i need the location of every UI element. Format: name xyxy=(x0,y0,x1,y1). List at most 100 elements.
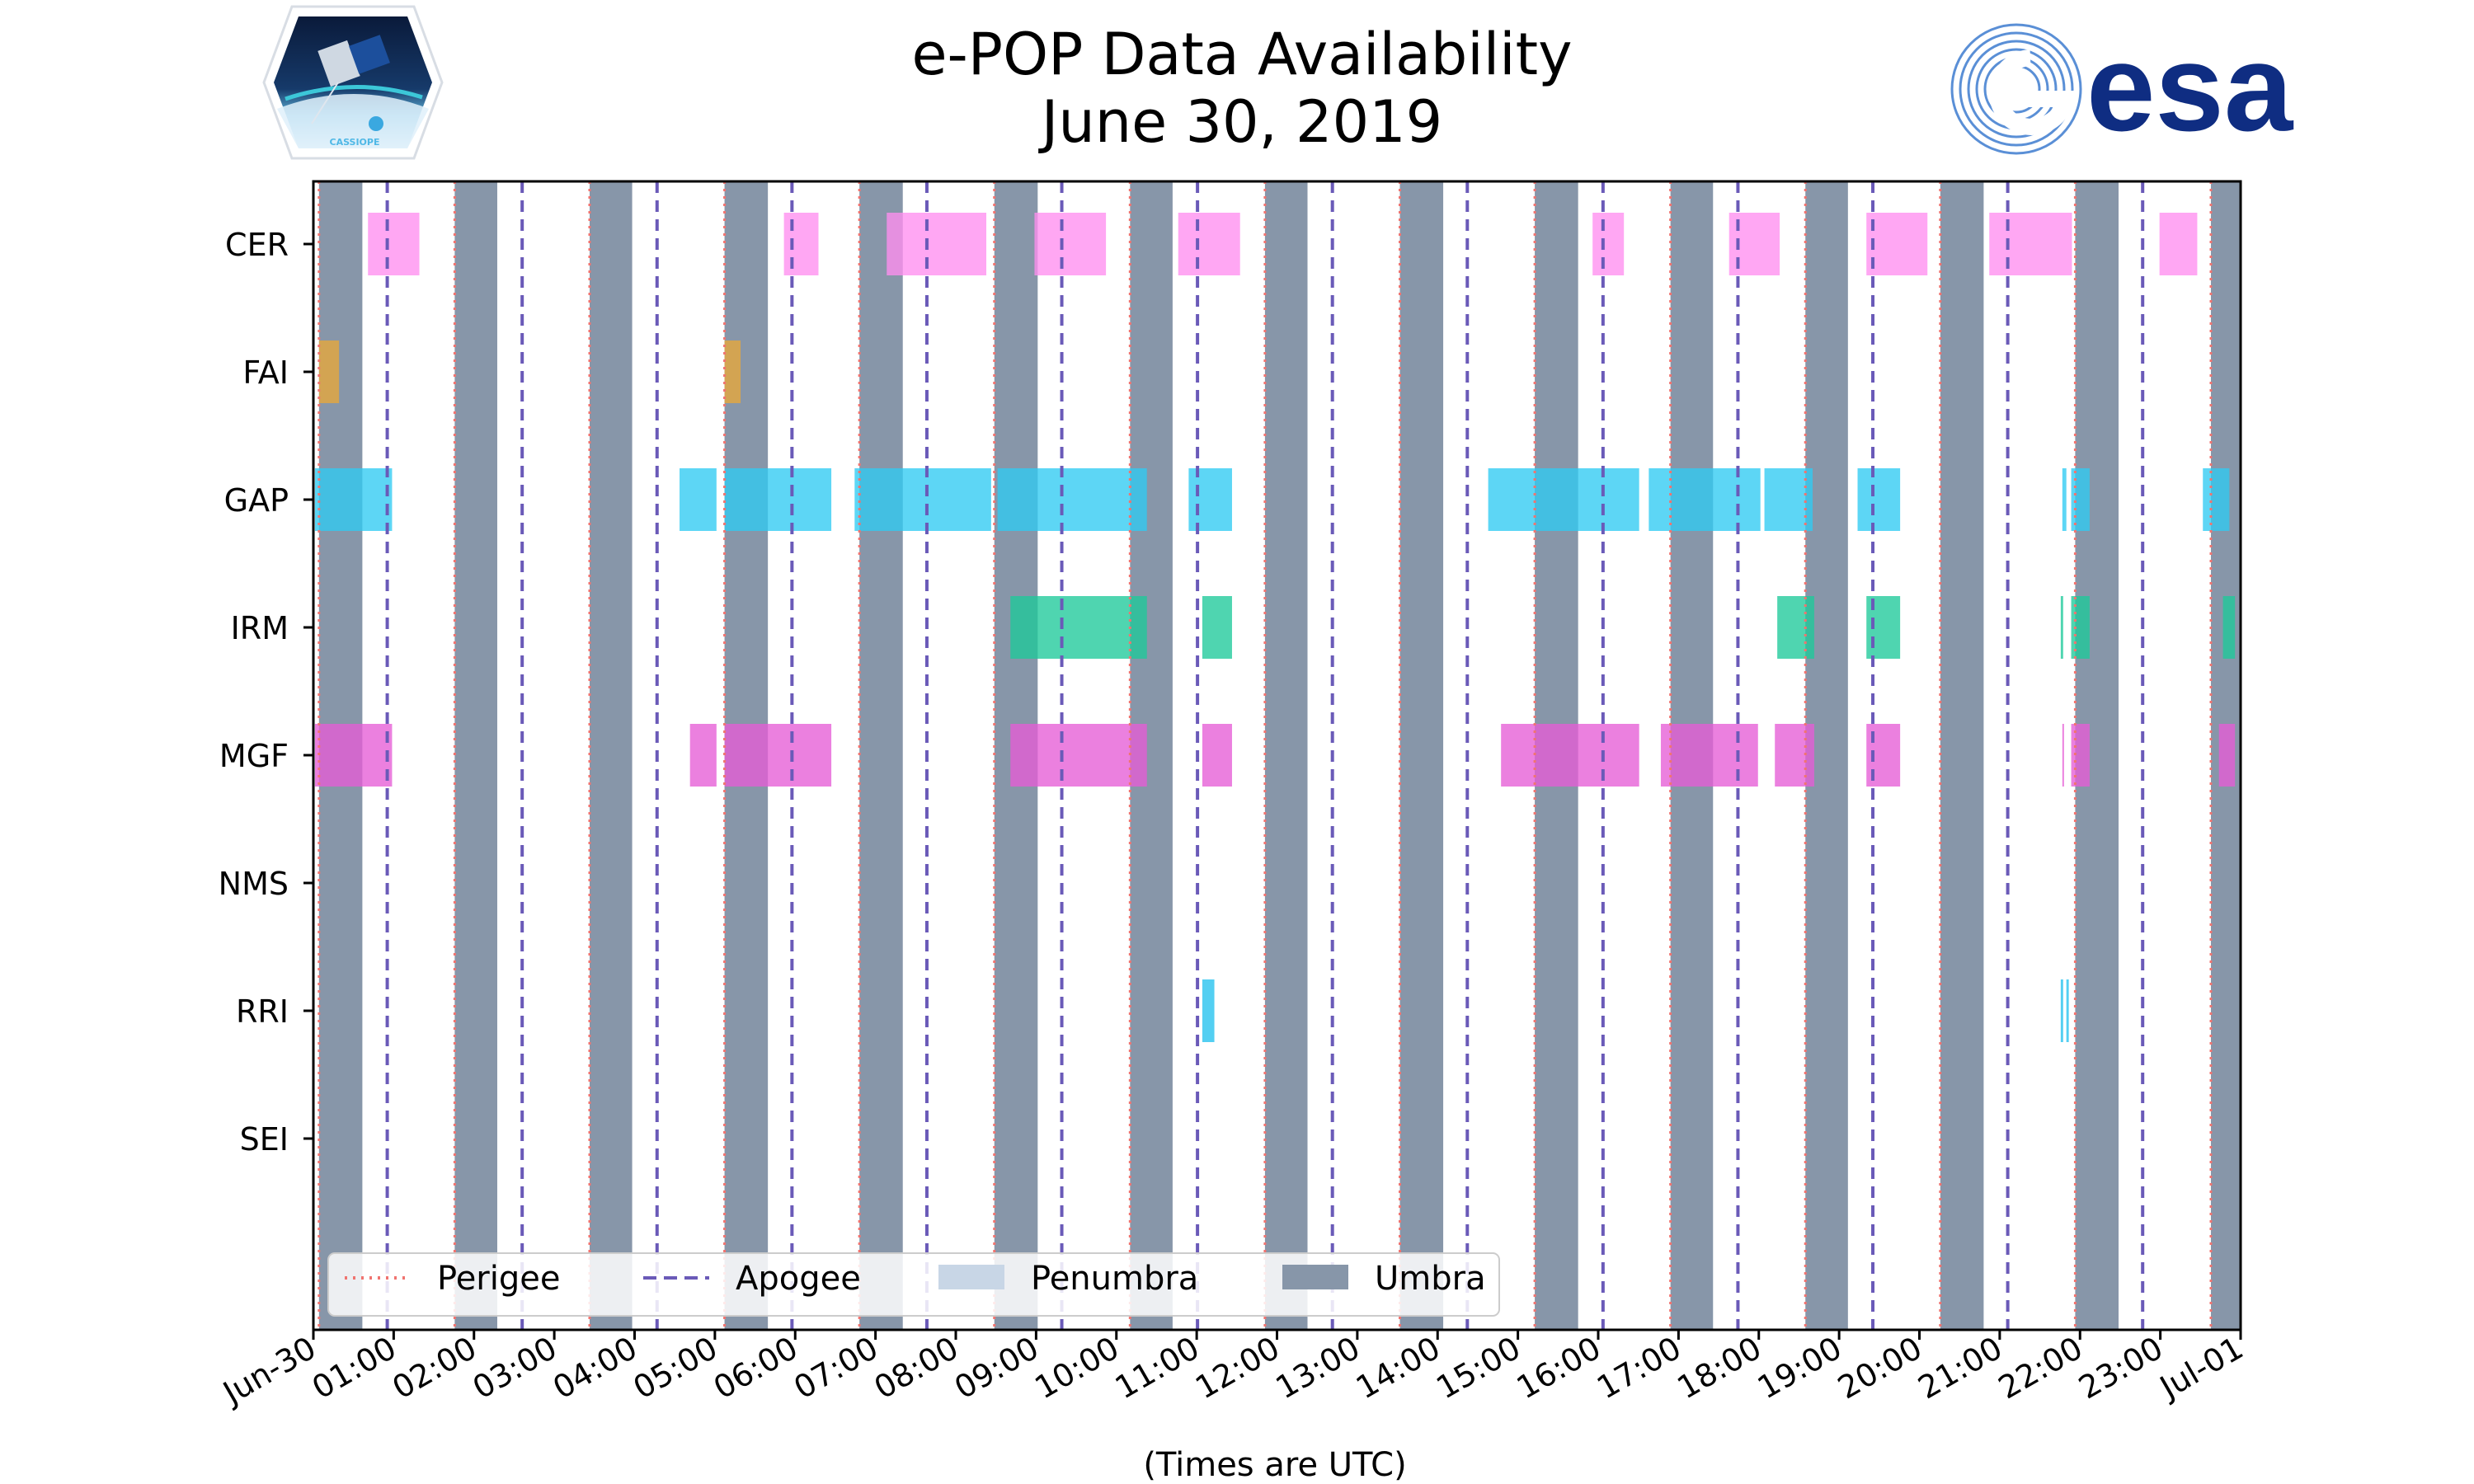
bar-mgf-1 xyxy=(689,724,717,787)
esa-logo-text: esa xyxy=(2086,18,2294,157)
x-axis-label: (Times are UTC) xyxy=(1143,1446,1406,1484)
bar-gap-8 xyxy=(1764,468,1813,531)
bar-gap-0 xyxy=(314,468,393,531)
chart-subtitle: June 30, 2019 xyxy=(1038,88,1442,156)
cassiope-logo: CASSIOPE xyxy=(262,5,444,160)
bar-gap-5 xyxy=(1188,468,1232,531)
x-tick-label-8: 08:00 xyxy=(868,1330,965,1407)
x-tick-label-20: 20:00 xyxy=(1832,1330,1928,1407)
legend-box xyxy=(327,1252,1500,1317)
y-tick-label-mgf: MGF xyxy=(219,738,289,774)
orbit-markers xyxy=(317,181,2213,1330)
x-tick-label-7: 07:00 xyxy=(788,1330,884,1407)
bar-irm-6 xyxy=(2222,596,2236,659)
x-tick-label-3: 03:00 xyxy=(467,1330,563,1407)
umbra-layer xyxy=(318,181,2241,1330)
y-axis: CER FAI GAP IRM MGF NMS RRI SEI xyxy=(219,227,313,1158)
bar-cer-2 xyxy=(887,213,987,275)
y-tick-label-fai: FAI xyxy=(242,355,289,391)
plot-area: CER FAI GAP IRM MGF NMS RRI SEI Jun-3001:0002:0… xyxy=(216,180,2250,1412)
bar-rri-1 xyxy=(2060,979,2063,1042)
umbra-band-4 xyxy=(859,181,903,1330)
x-tick-label-16: 16:00 xyxy=(1511,1330,1607,1407)
x-tick-label-21: 21:00 xyxy=(1912,1330,2009,1407)
x-tick-label-6: 06:00 xyxy=(708,1330,804,1407)
legend-label-umbra: Umbra xyxy=(1375,1260,1486,1298)
bar-gap-6 xyxy=(1488,468,1639,531)
umbra-band-1 xyxy=(454,181,497,1330)
legend-label-apogee: Apogee xyxy=(736,1260,861,1298)
bar-mgf-5 xyxy=(1501,724,1639,787)
x-tick-label-15: 15:00 xyxy=(1430,1330,1526,1407)
x-tick-label-11: 11:00 xyxy=(1109,1330,1206,1407)
x-tick-label-0: Jun-30 xyxy=(216,1330,322,1412)
bar-gap-4 xyxy=(997,468,1147,531)
x-tick-label-12: 12:00 xyxy=(1189,1330,1286,1407)
umbra-band-2 xyxy=(589,181,633,1330)
x-tick-label-5: 05:00 xyxy=(628,1330,724,1407)
x-tick-label-22: 22:00 xyxy=(1992,1330,2089,1407)
bar-rri-2 xyxy=(2066,979,2069,1042)
bar-cer-1 xyxy=(783,213,819,275)
legend-label-penumbra: Penumbra xyxy=(1031,1260,1198,1298)
bar-mgf-7 xyxy=(1775,724,1814,787)
bar-gap-11 xyxy=(2071,468,2090,531)
bar-mgf-11 xyxy=(2218,724,2236,787)
legend: Perigee Apogee Penumbra Umbra xyxy=(327,1252,1500,1317)
bar-mgf-4 xyxy=(1202,724,1232,787)
bar-mgf-6 xyxy=(1660,724,1758,787)
x-tick-label-4: 04:00 xyxy=(547,1330,643,1407)
legend-swatch-umbra xyxy=(1282,1265,1348,1289)
bar-mgf-3 xyxy=(1010,724,1147,787)
bar-mgf-10 xyxy=(2071,724,2090,787)
chart-title: e-POP Data Availability xyxy=(911,21,1572,88)
bar-cer-7 xyxy=(1866,213,1928,275)
bar-irm-1 xyxy=(1202,596,1232,659)
y-tick-label-gap: GAP xyxy=(224,482,289,519)
x-tick-label-10: 10:00 xyxy=(1028,1330,1125,1407)
bar-gap-10 xyxy=(2062,468,2067,531)
bar-cer-3 xyxy=(1034,213,1107,275)
x-tick-label-23: 23:00 xyxy=(2072,1330,2169,1407)
bar-gap-1 xyxy=(680,468,717,531)
bar-gap-9 xyxy=(1857,468,1901,531)
umbra-band-12 xyxy=(1940,181,1984,1330)
bar-mgf-0 xyxy=(314,724,393,787)
bar-gap-3 xyxy=(854,468,991,531)
esa-swirl-icon xyxy=(1950,23,2082,155)
legend-swatch-penumbra xyxy=(938,1265,1004,1289)
y-tick-label-sei: SEI xyxy=(240,1121,289,1158)
bar-irm-5 xyxy=(2071,596,2090,659)
legend-label-perigee: Perigee xyxy=(437,1260,560,1298)
bar-cer-9 xyxy=(2159,213,2198,275)
esa-logo: esa xyxy=(1950,18,2294,157)
bar-gap-12 xyxy=(2203,468,2230,531)
bar-fai-1 xyxy=(724,340,741,403)
x-tick-label-9: 09:00 xyxy=(948,1330,1045,1407)
bar-cer-8 xyxy=(1989,213,2072,275)
x-tick-label-2: 02:00 xyxy=(386,1330,482,1407)
x-tick-label-13: 13:00 xyxy=(1270,1330,1366,1407)
bar-fai-0 xyxy=(318,340,340,403)
bar-gap-7 xyxy=(1649,468,1761,531)
bar-rri-0 xyxy=(1202,979,1215,1042)
y-tick-label-cer: CER xyxy=(225,227,289,263)
bar-mgf-2 xyxy=(724,724,832,787)
x-tick-label-24: Jul-01 xyxy=(2152,1330,2249,1407)
bar-irm-4 xyxy=(2060,596,2063,659)
y-tick-label-irm: IRM xyxy=(231,610,289,646)
x-tick-label-17: 17:00 xyxy=(1591,1330,1687,1407)
bar-cer-0 xyxy=(368,213,420,275)
bar-gap-2 xyxy=(724,468,832,531)
bar-irm-2 xyxy=(1777,596,1814,659)
x-tick-label-18: 18:00 xyxy=(1671,1330,1767,1407)
y-tick-label-nms: NMS xyxy=(219,866,289,902)
x-tick-label-14: 14:00 xyxy=(1350,1330,1446,1407)
umbra-band-8 xyxy=(1399,181,1444,1330)
bar-cer-5 xyxy=(1592,213,1625,275)
umbra-band-7 xyxy=(1264,181,1308,1330)
x-tick-label-1: 01:00 xyxy=(306,1330,402,1407)
y-tick-label-rri: RRI xyxy=(236,993,289,1030)
x-axis: Jun-3001:0002:0003:0004:0005:0006:0007:0… xyxy=(216,1330,2250,1412)
